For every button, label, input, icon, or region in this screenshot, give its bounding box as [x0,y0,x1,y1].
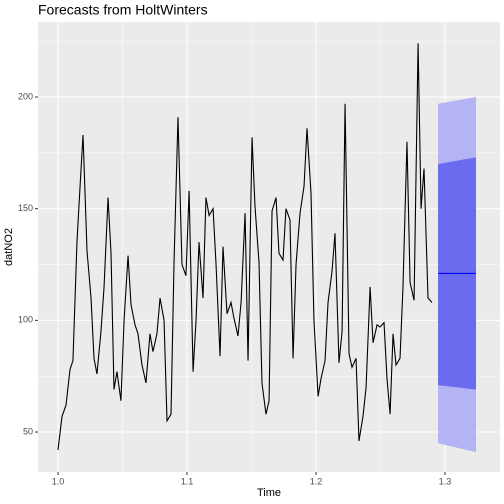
x-tick-label: 1.0 [52,476,65,486]
y-tick-label: 150 [18,203,33,213]
y-tick-label: 100 [18,315,33,325]
x-tick-label: 1.1 [181,476,194,486]
y-tick-label: 200 [18,91,33,101]
data-line [57,43,433,450]
plot-panel [38,22,500,472]
x-axis-label: Time [257,487,281,499]
chart-title: Forecasts from HoltWinters [38,2,208,18]
y-axis-label: datNO2 [3,228,15,266]
x-tick-label: 1.3 [439,476,452,486]
y-tick-label: 50 [23,426,33,436]
x-tick-label: 1.2 [310,476,323,486]
